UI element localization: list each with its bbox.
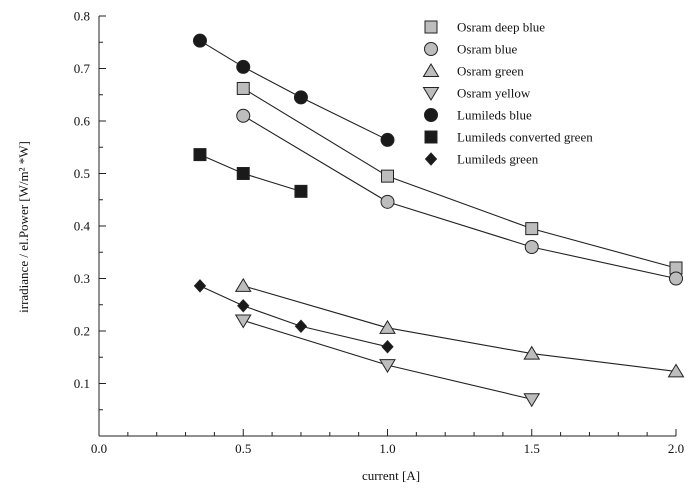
- series-line: [199, 154, 302, 192]
- series-line: [242, 87, 677, 269]
- series-lines: [199, 40, 677, 400]
- legend-label: Lumileds converted green: [457, 130, 593, 145]
- y-tick-label: 0.6: [74, 114, 91, 129]
- data-point: [234, 314, 252, 329]
- data-point: [380, 194, 395, 209]
- y-tick-label: 0.2: [74, 324, 90, 339]
- data-point: [523, 393, 541, 408]
- data-point: [294, 319, 308, 334]
- legend-label: Lumileds green: [457, 152, 539, 167]
- data-point: [380, 132, 395, 147]
- legend-label: Lumileds blue: [457, 108, 532, 123]
- data-point: [293, 90, 308, 105]
- data-point: [523, 345, 541, 360]
- data-point: [379, 319, 396, 334]
- y-tick-label: 0.7: [74, 61, 91, 76]
- x-tick-label: 2.0: [668, 441, 684, 456]
- data-point: [236, 81, 250, 95]
- y-tick-label: 0.5: [74, 166, 90, 181]
- y-axis-label: irradiance / el.Power [W/m² *W]: [16, 141, 31, 313]
- data-point: [193, 279, 207, 293]
- x-tick-label: 0.0: [91, 441, 107, 456]
- legend-marker: [422, 63, 440, 77]
- legend-label: Osram blue: [457, 42, 518, 57]
- y-tick-label: 0.1: [74, 376, 90, 391]
- legend-label: Osram green: [457, 64, 524, 79]
- legend-marker: [424, 42, 438, 56]
- y-tick-label: 0.8: [74, 9, 90, 24]
- series-line: [199, 285, 388, 348]
- y-tick-label: 0.3: [74, 271, 90, 286]
- series-markers: [192, 33, 685, 408]
- data-point: [667, 363, 685, 378]
- data-point: [236, 167, 250, 180]
- data-point: [381, 340, 394, 354]
- series-line: [243, 285, 677, 372]
- data-point: [381, 169, 394, 183]
- legend-label: Osram deep blue: [457, 20, 545, 35]
- data-point: [379, 359, 396, 374]
- data-point: [294, 184, 308, 198]
- data-point: [525, 222, 539, 236]
- legend-marker: [424, 20, 438, 34]
- data-point: [524, 240, 539, 254]
- legend-marker: [422, 87, 440, 101]
- legend-marker: [424, 152, 438, 166]
- data-point: [237, 299, 250, 313]
- series-line: [242, 115, 677, 280]
- x-tick-label: 1.0: [379, 441, 395, 456]
- legend-marker: [424, 108, 438, 122]
- data-point: [234, 277, 252, 292]
- x-tick-label: 1.5: [524, 441, 540, 456]
- legend-marker: [424, 130, 438, 144]
- tick-group: 0.0 0.5 1.0 1.5 2.0 0.1 0.2 0.3 0.4 0.5 0.6 0.7 0.8: [74, 9, 684, 457]
- data-point: [669, 271, 683, 286]
- plot-area: 0.0 0.5 1.0 1.5 2.0 0.1 0.2 0.3 0.4 0.5 0.6 0.7 0.8: [74, 9, 685, 457]
- data-point: [193, 148, 207, 162]
- data-point: [236, 108, 251, 123]
- data-point: [236, 59, 251, 74]
- data-point: [192, 33, 207, 48]
- legend-label: Osram yellow: [457, 86, 531, 101]
- x-axis-label: current [A]: [362, 468, 420, 483]
- y-tick-label: 0.4: [74, 219, 91, 234]
- series-line: [199, 40, 388, 141]
- x-tick-label: 0.5: [235, 441, 251, 456]
- legend: Osram deep blue Osram blue Osram green Osra…: [422, 20, 593, 167]
